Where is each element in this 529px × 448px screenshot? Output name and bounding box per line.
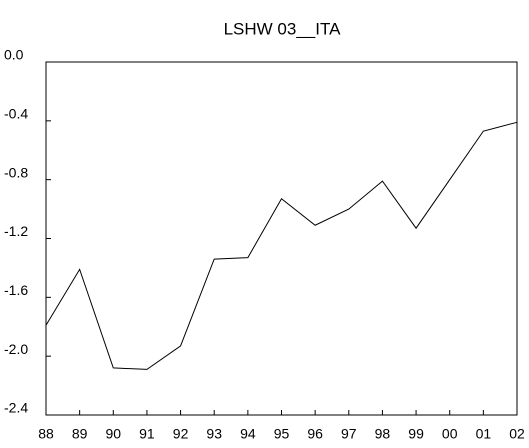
x-tick-label: 90 <box>105 426 121 442</box>
x-tick-label: 96 <box>307 426 323 442</box>
x-tick-label: 94 <box>240 426 256 442</box>
x-tick-label: 98 <box>375 426 391 442</box>
x-tick-label: 97 <box>341 426 357 442</box>
x-tick-label: 01 <box>476 426 492 442</box>
y-tick-label: -0.4 <box>4 106 28 122</box>
x-tick-label: 02 <box>509 426 525 442</box>
x-tick-label: 00 <box>442 426 458 442</box>
x-tick-label: 99 <box>408 426 424 442</box>
x-tick-label: 89 <box>72 426 88 442</box>
line <box>45 121 518 370</box>
x-tick-label: 93 <box>206 426 222 442</box>
y-tick-label: -1.2 <box>4 223 28 239</box>
x-tick-label: 92 <box>173 426 189 442</box>
plot-frame <box>45 61 518 416</box>
y-tick-label: -1.6 <box>4 282 28 298</box>
y-tick-label: -2.4 <box>4 400 28 416</box>
x-tick-label: 88 <box>38 426 54 442</box>
x-tick-label: 95 <box>274 426 290 442</box>
x-tick-label: 91 <box>139 426 155 442</box>
chart-title: LSHW 03__ITA <box>224 19 342 38</box>
y-tick-label: -0.8 <box>4 164 28 180</box>
y-tick-label: 0.0 <box>4 47 24 63</box>
y-tick-label: -2.0 <box>4 341 28 357</box>
